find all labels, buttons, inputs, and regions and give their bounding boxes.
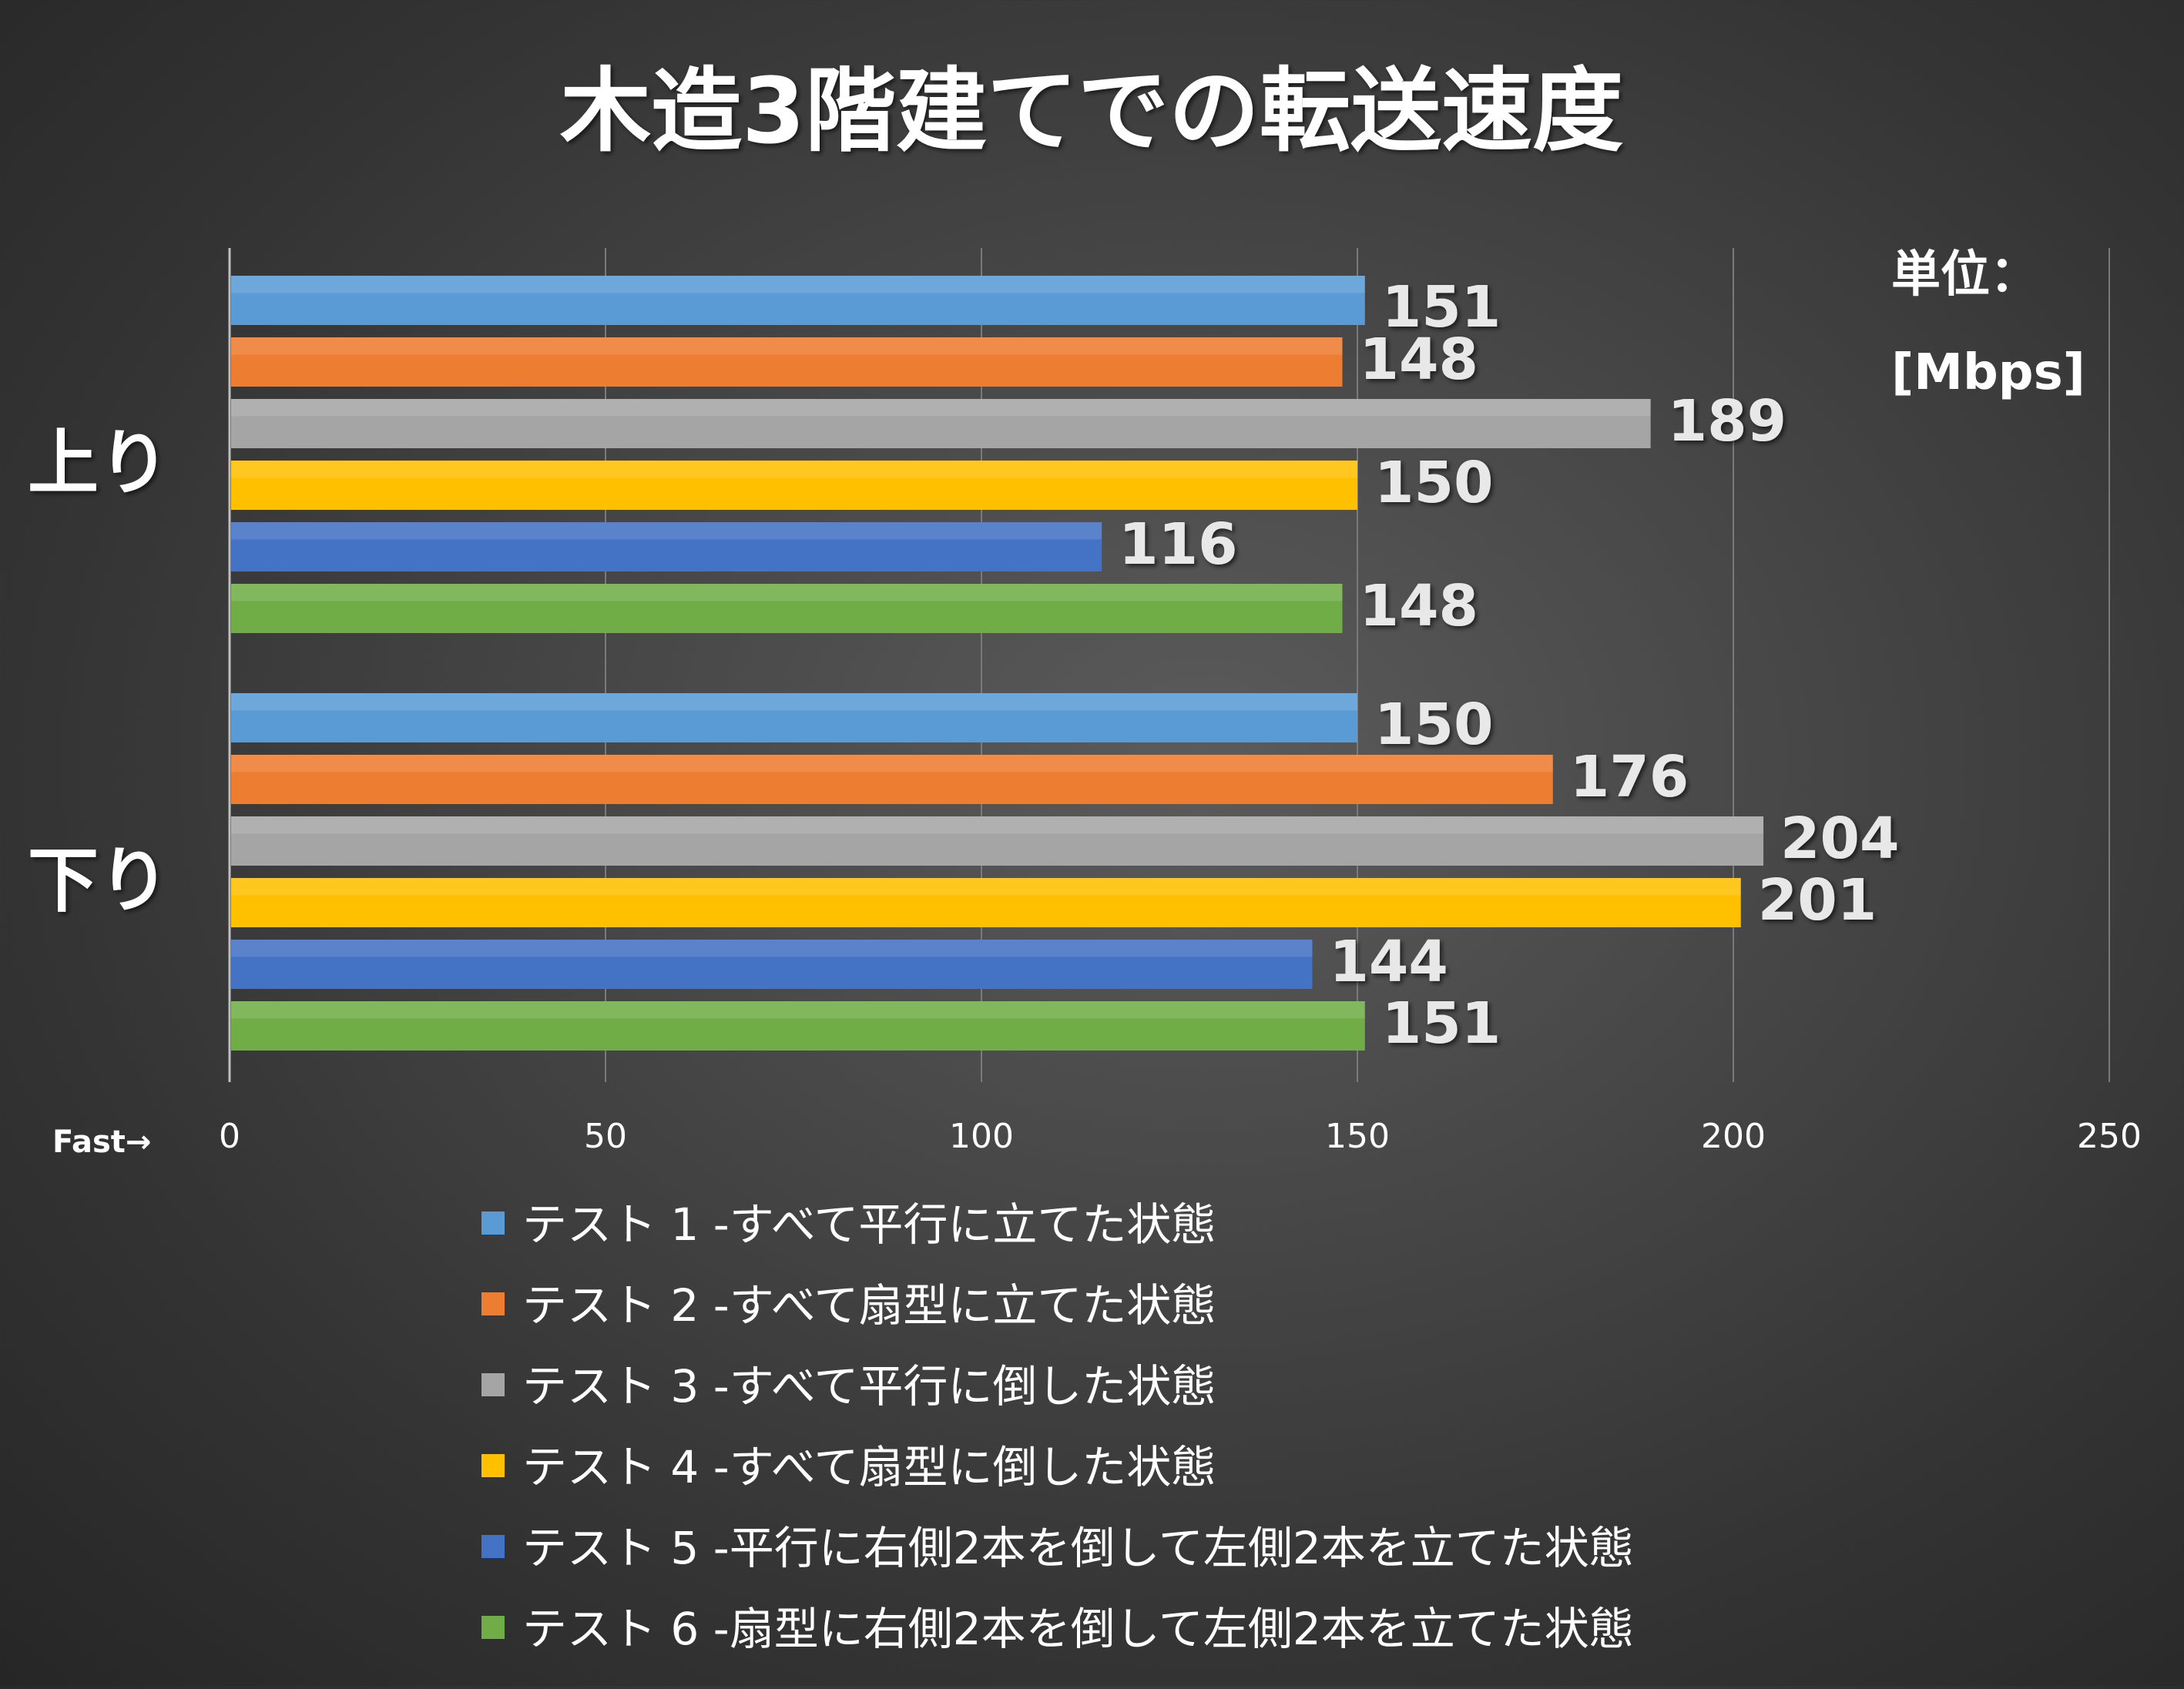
data-label: 176 [1570,744,1689,810]
legend-label: テスト 1 -すべて平行に立てた状態 [522,1198,1216,1251]
bar-highlight [231,461,1357,478]
x-tick-label: 100 [949,1117,1014,1156]
bar [231,693,1357,742]
data-label: 189 [1668,388,1786,454]
x-axis-note: Fast→ [52,1124,151,1160]
unit-value: [Mbps] [1891,344,2085,401]
data-label: 151 [1382,990,1501,1057]
x-tick-label: 0 [219,1117,240,1156]
legend-swatch [481,1535,505,1558]
bars [231,276,1764,1051]
data-label: 148 [1359,573,1478,639]
legend-label: テスト 6 -扇型に右側2本を倒して左側2本を立てた状態 [522,1603,1634,1655]
bar-highlight [231,337,1343,355]
legend-swatch [481,1616,505,1639]
bar-highlight [231,1001,1365,1019]
bar [231,878,1741,927]
data-label: 201 [1758,867,1877,933]
gridlines [228,248,2110,1082]
data-label: 151 [1382,274,1501,340]
category-label: 上り [28,422,169,504]
legend-swatch [481,1292,505,1315]
bar-highlight [231,399,1651,417]
legend-label: テスト 5 -平行に右側2本を倒して左側2本を立てた状態 [522,1522,1634,1574]
legend-label: テスト 3 -すべて平行に倒した状態 [522,1360,1216,1413]
bar [231,399,1651,448]
bar-highlight [231,276,1365,293]
legend-swatch [481,1373,505,1396]
bar-highlight [231,522,1102,540]
x-tick-label: 250 [2077,1117,2142,1156]
bar [231,522,1102,571]
bar [231,337,1343,387]
bar-highlight [231,693,1357,711]
legend-swatch [481,1454,505,1477]
data-label: 204 [1780,806,1899,872]
bar-highlight [231,816,1764,834]
unit-label: 単位： [1891,246,2039,303]
bar-highlight [231,584,1343,602]
x-tick-label: 50 [584,1117,627,1156]
bar [231,276,1365,325]
bar [231,755,1553,804]
category-label: 下り [28,839,169,922]
bar [231,584,1343,633]
x-tick-label: 150 [1325,1117,1390,1156]
legend-label: テスト 4 -すべて扇型に倒した状態 [522,1441,1216,1493]
data-label: 150 [1374,692,1493,758]
legend-swatch [481,1211,505,1235]
bar [231,940,1313,989]
bar [231,461,1357,510]
data-label: 116 [1119,511,1237,578]
x-tick-label: 200 [1701,1117,1766,1156]
chart-title: 木造3階建てでの転送速度 [560,58,1623,164]
legend-label: テスト 2 -すべて扇型に立てた状態 [522,1279,1216,1332]
data-label: 150 [1374,450,1493,516]
bar [231,816,1764,866]
data-label: 144 [1329,929,1448,995]
data-label: 148 [1359,327,1478,393]
bar [231,1001,1365,1051]
bar-highlight [231,878,1741,896]
bar-highlight [231,755,1553,772]
bar-highlight [231,940,1313,957]
